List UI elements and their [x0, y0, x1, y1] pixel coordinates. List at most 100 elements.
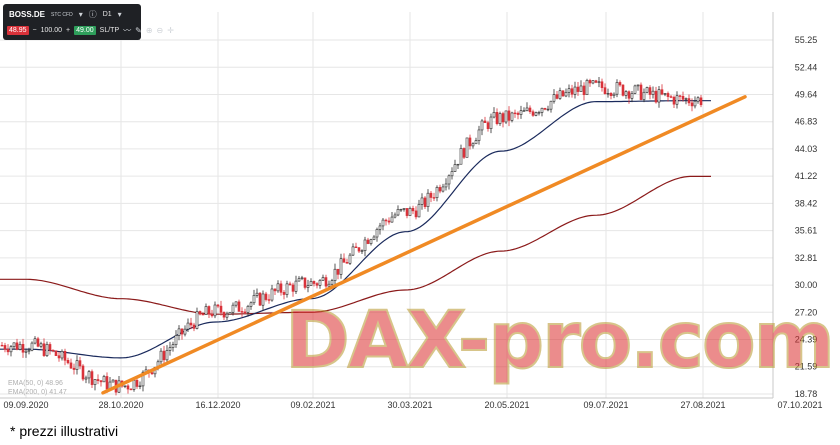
sell-button[interactable]: 48.95: [7, 26, 29, 35]
candle: [432, 192, 436, 202]
candle: [255, 288, 259, 298]
candle: [498, 111, 502, 126]
line-chart-icon[interactable]: 〰: [123, 26, 132, 35]
candle: [318, 279, 322, 289]
candle: [387, 217, 391, 225]
candle: [3, 342, 7, 353]
candle: [243, 308, 247, 314]
candle: [687, 94, 691, 107]
candle: [489, 113, 493, 134]
candle: [405, 208, 409, 219]
candle: [402, 208, 406, 212]
candle: [288, 281, 292, 286]
quantity-input[interactable]: 100.00: [40, 27, 63, 34]
watermark: DAX-pro.com: [284, 296, 836, 386]
candle: [246, 304, 250, 317]
candle: [573, 81, 577, 99]
candle: [273, 288, 277, 296]
candle: [510, 111, 514, 123]
candle: [45, 341, 49, 358]
candle: [513, 109, 517, 118]
candle: [216, 303, 220, 309]
plus-button[interactable]: +: [66, 27, 71, 34]
candle: [447, 174, 451, 190]
candle: [126, 384, 130, 394]
candle: [543, 107, 547, 111]
candle: [204, 303, 208, 315]
info-icon[interactable]: ⓘ: [88, 10, 97, 19]
buy-button[interactable]: 49.00: [74, 26, 96, 35]
candle: [672, 95, 676, 108]
candle: [189, 317, 193, 330]
candle: [474, 137, 478, 145]
candle: [294, 275, 298, 294]
candle: [87, 370, 91, 384]
candle: [9, 345, 13, 357]
timeframe-dropdown-icon[interactable]: ▾: [117, 10, 122, 19]
candle: [357, 246, 361, 254]
candle: [696, 96, 700, 104]
trendline-segment[interactable]: [101, 95, 747, 395]
zoom-in-icon[interactable]: ⊕: [145, 26, 153, 35]
timeframe-select[interactable]: D1: [102, 11, 112, 18]
crosshair-icon[interactable]: ✛: [167, 26, 174, 35]
sltp-button[interactable]: SL/TP: [99, 27, 120, 34]
candle: [504, 110, 508, 124]
candle: [42, 338, 46, 358]
candle: [249, 301, 253, 310]
candle: [372, 235, 376, 241]
candle: [162, 345, 166, 364]
y-tick-label: 44.03: [795, 144, 818, 154]
candle: [630, 91, 634, 103]
candle: [165, 345, 169, 364]
x-tick-label: 09.07.2021: [583, 400, 628, 410]
candle: [576, 81, 580, 96]
candle: [267, 294, 271, 304]
zoom-out-icon[interactable]: ⊖: [156, 26, 164, 35]
candle: [354, 242, 358, 248]
candle: [27, 347, 31, 355]
candle: [423, 196, 427, 209]
dropdown-icon[interactable]: ▾: [78, 10, 83, 19]
candle: [396, 205, 400, 217]
x-tick-label: 28.10.2020: [98, 400, 143, 410]
candle: [492, 107, 496, 119]
candle: [393, 212, 397, 219]
candle: [0, 342, 4, 347]
candle: [525, 102, 529, 112]
candle: [78, 356, 82, 370]
candle: [138, 381, 142, 390]
candle: [96, 374, 100, 385]
pencil-icon[interactable]: ✎: [135, 26, 142, 35]
candle: [297, 276, 301, 282]
y-tick-label: 32.81: [795, 253, 818, 263]
candle: [399, 208, 403, 213]
y-tick-label: 41.22: [795, 171, 818, 181]
candle: [486, 120, 490, 132]
candle: [618, 80, 622, 87]
candle: [279, 280, 283, 296]
candle: [606, 88, 610, 98]
minus-button[interactable]: −: [32, 27, 37, 34]
symbol-label[interactable]: BOSS.DE: [9, 10, 46, 19]
candle: [90, 369, 94, 389]
candle: [228, 311, 232, 315]
candle: [135, 377, 139, 389]
candle: [234, 301, 238, 308]
ema200-path: [0, 175, 711, 315]
candle: [414, 206, 418, 220]
candle: [336, 268, 340, 280]
candle: [6, 344, 10, 356]
candle: [252, 289, 256, 306]
candle: [462, 147, 466, 160]
candle: [15, 338, 19, 351]
candle: [522, 107, 526, 112]
candle: [33, 336, 37, 345]
candle: [477, 125, 481, 145]
price-chart[interactable]: 55.25 52.44 49.64 46.83 44.03 41.22 38.42 35.61…: [0, 0, 840, 420]
candle: [21, 338, 25, 358]
candle: [321, 274, 325, 281]
candle: [360, 249, 364, 255]
candle: [627, 90, 631, 104]
ema200-line: [0, 175, 711, 315]
